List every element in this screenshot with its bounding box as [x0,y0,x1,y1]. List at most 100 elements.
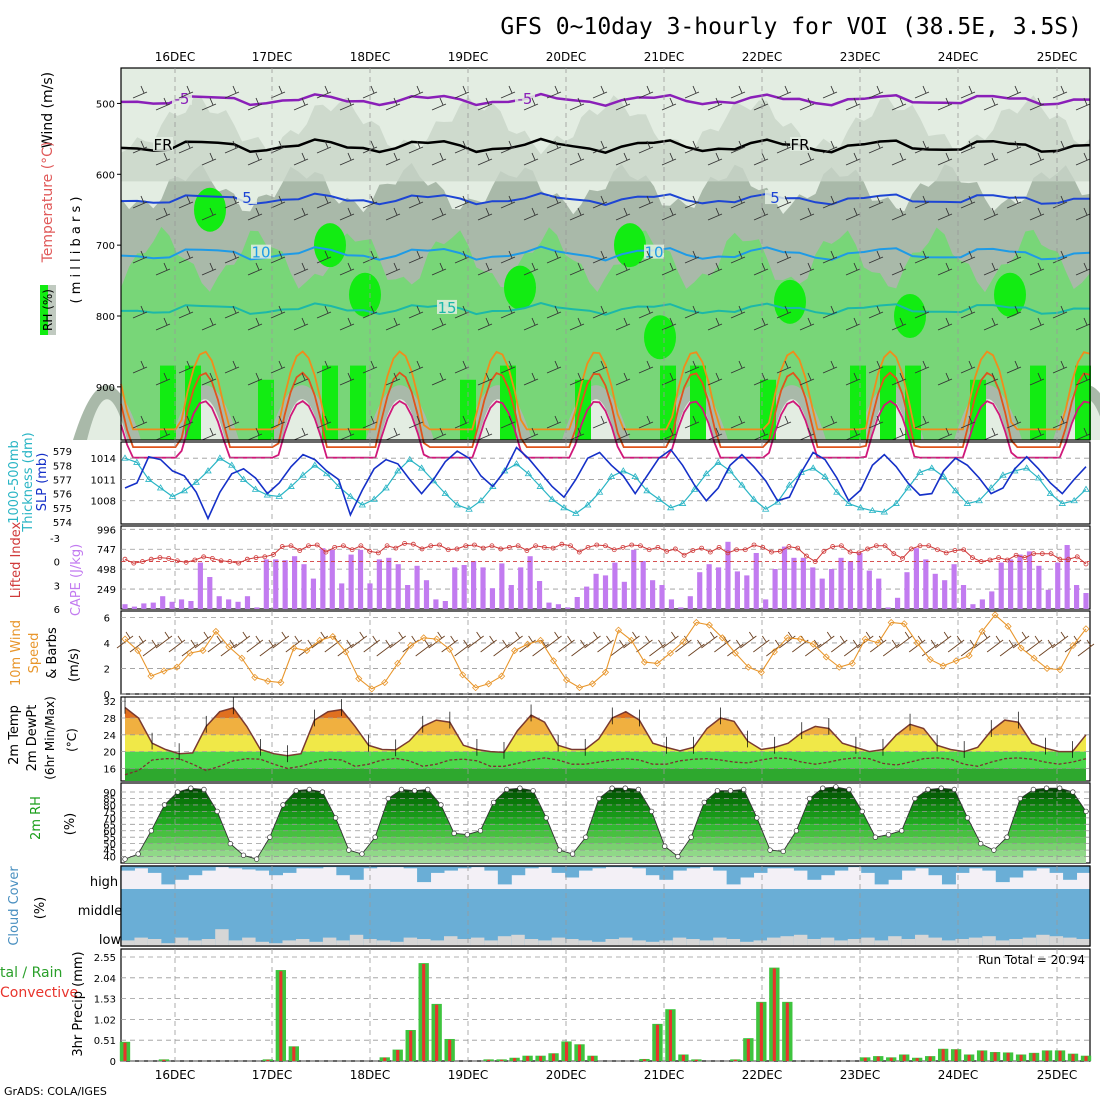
li-marker [629,542,635,548]
wind-speed-marker [757,668,765,676]
li-line [124,542,1087,565]
wind-barb [1006,360,1022,374]
thickness-marker [512,460,521,467]
cloud-low-base [740,918,755,946]
rh-line [124,786,1087,860]
cloud-middle-bar [551,889,566,918]
rh-marker [530,788,536,794]
cloud-middle-bar [295,889,310,918]
temp-tick-label: 24 [103,731,116,742]
cape-tick-label: 747 [97,545,116,556]
cape-bar [942,580,948,609]
wind-barb [270,250,286,264]
wind-barb [316,415,332,429]
wind-barb [1075,152,1091,166]
day-label-bottom: 19DEC [448,1068,488,1082]
surface-wind-barb [285,635,303,653]
cape-bar [923,559,929,609]
surface-wind-barb [895,631,913,649]
cloud-low-clear [336,940,351,946]
wind-barb [247,317,263,331]
wind-barb [914,85,930,99]
cloud-middle-bar [215,889,230,918]
cloud-low-base [390,918,405,946]
cloud-low-clear [834,940,849,946]
cape-bar [847,561,854,609]
surface-wind-barb [1038,639,1056,657]
cloud-low-clear [888,936,903,946]
rh-marker [596,795,602,802]
cape-bar [1017,554,1023,609]
li-marker [576,549,582,555]
rh-marker [280,802,286,808]
thickness-marker [738,481,746,488]
wind-barb [1052,85,1068,99]
li-marker [332,544,338,550]
cloud-high-bar [457,866,472,869]
cape-bar [1008,559,1014,609]
wind-barb [178,85,194,99]
isotherm-25 [120,371,1091,449]
cloud-middle-bar [672,889,687,918]
wind-speed-marker [160,667,168,675]
surface-wind-barb [584,631,601,649]
precip-conv-bar [941,1049,945,1061]
wind-barb [569,152,585,166]
surface-wind-barb [311,631,329,649]
rh-marker [188,785,194,791]
cape-bar [659,585,665,609]
rh-marker [833,784,839,790]
wind-barb [1029,262,1045,276]
wind-barb [293,97,309,111]
rh-marker [556,847,563,853]
wind-barb [937,262,953,276]
pressure-tick-label: 800 [96,312,115,323]
wind-barb [546,360,562,374]
precip-conv-bar [539,1056,543,1061]
credit-label: GrADS: COLA/IGES [4,1085,107,1098]
cloud-high-bar [349,866,364,880]
thickness-marker [441,489,450,497]
cloud-high-bar [309,866,324,869]
wind-barb [615,152,631,166]
contour-label: -5 [518,90,533,108]
cloud-high-bar [726,866,741,885]
rh-marker [1004,834,1010,840]
cape-bar [715,567,722,609]
wind-barb [316,250,332,264]
wind-barb [914,250,930,264]
precip-panel-frame [120,948,1091,1062]
thickness-marker [299,471,307,478]
li-marker [821,548,827,554]
li-marker [742,547,748,553]
cloud-low-clear [228,940,243,946]
cloud-low-clear [968,937,983,946]
cloud-middle-bar [793,889,808,918]
chart-title: GFS 0~10day 3-hourly for VOI (38.5E, 3.5… [500,14,1082,40]
cape-bar [329,549,335,609]
li-marker [961,547,967,553]
wind-barb [270,415,286,429]
surface-wind-barb [402,635,419,653]
ylabel-precip: 3hr Precip (mm) [71,951,86,1056]
wind-barb [776,195,792,209]
cloud-level-low: low [99,933,122,948]
wind-speed-marker [1004,622,1012,630]
thickness-marker [892,499,900,506]
day-label-top: 22DEC [742,50,782,64]
cape-bar [235,601,241,609]
rh-marker [1083,808,1089,815]
wind-barb [753,152,769,166]
li-marker [935,547,940,553]
wind-speed-marker [498,672,506,680]
cloud-high-bar [524,866,539,869]
cloud-low-clear [874,940,889,946]
cape-bar [376,559,382,609]
li-marker [175,558,180,564]
rh-marker [964,815,971,821]
wind-barb [753,317,769,331]
cloud-low-base [753,918,768,946]
wind-barb [132,195,148,209]
wind-barb [224,85,240,99]
wind10m-panel-frame [120,610,1091,695]
